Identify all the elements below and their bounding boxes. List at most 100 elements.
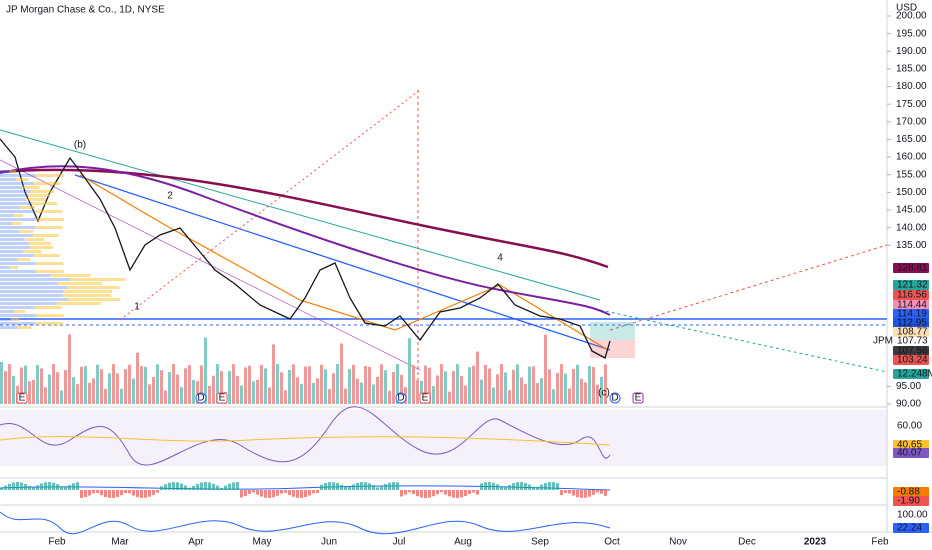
ray [599, 309, 888, 373]
macd-histogram [116, 490, 119, 497]
macd-histogram [156, 490, 159, 493]
macd-histogram [52, 482, 55, 490]
volume-bar [100, 369, 103, 404]
volume-bar [284, 390, 287, 404]
macd-histogram [328, 482, 331, 490]
rsi-line [0, 406, 611, 466]
macd-histogram [352, 484, 355, 490]
volume-profile-bar [0, 290, 64, 293]
event-label: D [611, 393, 618, 404]
volume-profile-bar [0, 302, 57, 305]
volume-profile-bar [67, 298, 121, 301]
macd-histogram [376, 487, 379, 490]
price-tick-label: 180.00 [896, 81, 927, 92]
volume-bar [20, 367, 23, 404]
volume-bar [580, 378, 583, 404]
macd-histogram [508, 484, 511, 490]
macd-histogram [532, 486, 535, 490]
volume-bar [384, 370, 387, 404]
volume-bar [480, 379, 483, 404]
volume-profile-bar [0, 298, 68, 301]
macd-histogram [104, 490, 107, 497]
volume-bar [212, 375, 215, 404]
price-tick-label: 190.00 [896, 46, 927, 57]
event-label: E [422, 393, 429, 404]
macd-histogram [136, 490, 139, 498]
volume-bar [240, 385, 243, 404]
macd-histogram [392, 482, 395, 490]
volume-bar [104, 388, 107, 404]
macd-histogram [432, 490, 435, 497]
macd-histogram [332, 482, 335, 490]
price-tag [893, 290, 929, 300]
macd-histogram [24, 483, 27, 490]
indicator-label: -1.90 [897, 496, 920, 507]
price-tick-label: 155.00 [896, 169, 927, 180]
volume-bar [232, 364, 235, 404]
volume-bar [552, 389, 555, 404]
volume-bar [236, 375, 239, 404]
volume-bar [204, 337, 207, 404]
macd-histogram [204, 482, 207, 490]
moving-average-100 [0, 165, 611, 316]
volume-profile-bar [11, 222, 22, 225]
volume-profile-bar [0, 266, 11, 269]
volume-profile-bar [0, 198, 26, 201]
price-tag [893, 309, 929, 319]
macd-histogram [516, 482, 519, 490]
volume-bar [420, 381, 423, 404]
volume-profile-bar [0, 170, 9, 173]
macd-histogram [540, 484, 543, 490]
event-label: D [197, 393, 204, 404]
price-tag [893, 300, 929, 310]
volume-profile-bar [33, 254, 60, 257]
volume-bar [344, 388, 347, 404]
macd-histogram [228, 483, 231, 490]
price-tick-label: 145.00 [896, 205, 927, 216]
event-marker [195, 392, 207, 404]
macd-histogram [132, 490, 135, 496]
time-label: Dec [738, 537, 756, 548]
rsi-ma [0, 435, 611, 446]
price-tick-label: 185.00 [896, 64, 927, 75]
ray [609, 244, 888, 331]
volume-profile-bar [0, 262, 36, 265]
volume-bar [328, 389, 331, 404]
volume-profile-bar [34, 306, 62, 309]
volume-bar [276, 364, 279, 404]
macd-histogram [304, 490, 307, 498]
volume-profile-bar [0, 274, 51, 277]
macd-histogram [56, 484, 59, 490]
volume-bar [560, 364, 563, 404]
macd-histogram [144, 490, 147, 498]
volume-bar [520, 377, 523, 404]
macd-histogram [528, 484, 531, 490]
macd-histogram [344, 487, 347, 490]
volume-bar [308, 366, 311, 404]
macd-histogram [592, 490, 595, 495]
volume-profile-bar [35, 226, 63, 229]
macd-histogram [524, 482, 527, 490]
volume-bar [188, 365, 191, 404]
macd-histogram [40, 483, 43, 490]
volume-profile-bar [9, 170, 16, 173]
volume-profile-bar [15, 178, 29, 181]
indicator-label: 40.07 [897, 448, 922, 459]
volume-bar [564, 373, 567, 404]
volume-bar [92, 378, 95, 404]
macd-histogram [600, 490, 603, 494]
trend-line [74, 174, 611, 351]
volume-profile-bar [0, 218, 36, 221]
drawings [0, 89, 888, 535]
volume-bar [396, 364, 399, 404]
price-tick-label: 195.00 [896, 28, 927, 39]
wave-label: 4 [497, 253, 503, 264]
volume-profile-bar [0, 282, 58, 285]
time-label: Mar [111, 537, 129, 548]
volume-bar [44, 387, 47, 404]
macd-histogram [316, 490, 319, 494]
volume-bar [536, 383, 539, 404]
volume-bar [588, 365, 591, 404]
macd-histogram [264, 490, 267, 498]
macd-histogram [184, 485, 187, 490]
